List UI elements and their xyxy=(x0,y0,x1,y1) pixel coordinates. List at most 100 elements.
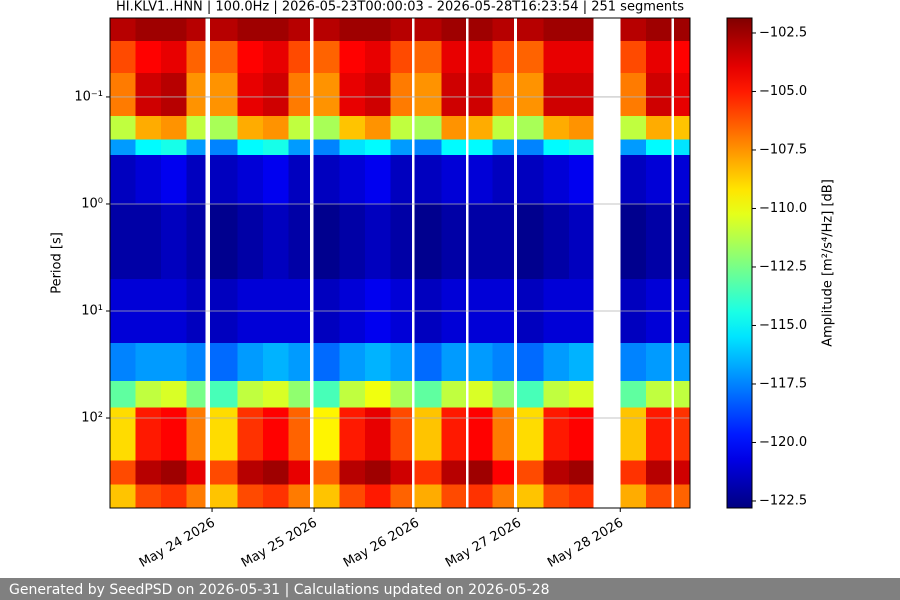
heatmap-cell xyxy=(288,139,310,156)
heatmap-cell xyxy=(543,40,570,74)
heatmap-cell xyxy=(110,18,136,41)
heatmap-cell xyxy=(110,484,136,508)
heatmap-cell xyxy=(110,460,136,485)
heatmap-cell xyxy=(186,40,206,74)
heatmap-cell xyxy=(468,343,493,381)
heatmap-cell xyxy=(339,407,366,461)
heatmap-cell xyxy=(645,203,672,279)
heatmap-cell xyxy=(313,460,340,485)
heatmap-cell xyxy=(237,343,264,381)
heatmap-cell xyxy=(569,343,594,381)
heatmap-cell xyxy=(186,407,206,461)
heatmap-cell xyxy=(390,343,412,381)
heatmap-cell xyxy=(414,40,442,74)
heatmap-cell xyxy=(468,40,493,74)
heatmap-cell xyxy=(365,203,391,279)
heatmap-cell xyxy=(161,407,187,461)
heatmap-cell xyxy=(543,343,570,381)
colorbar-tick-label: −102.5 xyxy=(759,25,807,40)
heatmap-cell xyxy=(339,155,366,204)
heatmap-cell xyxy=(645,139,672,156)
y-axis-label: Period [s] xyxy=(50,232,65,294)
heatmap-cell xyxy=(365,380,391,408)
heatmap-cell xyxy=(674,407,690,461)
heatmap-cell xyxy=(263,155,289,204)
heatmap-cell xyxy=(237,484,264,508)
heatmap-cell xyxy=(620,484,646,508)
heatmap-cell xyxy=(161,380,187,408)
heatmap-cell xyxy=(569,484,594,508)
heatmap-cell xyxy=(288,484,310,508)
heatmap-cell xyxy=(186,73,206,116)
heatmap-cell xyxy=(543,484,570,508)
heatmap-cell xyxy=(263,203,289,279)
heatmap-cell xyxy=(492,115,514,140)
heatmap-cell xyxy=(620,139,646,156)
heatmap-cell xyxy=(263,40,289,74)
heatmap-cell xyxy=(161,18,187,41)
heatmap-cell xyxy=(135,380,162,408)
heatmap-cell xyxy=(390,73,412,116)
heatmap-cell xyxy=(110,115,136,140)
heatmap-cell xyxy=(441,18,466,41)
heatmap-cell xyxy=(161,484,187,508)
heatmap-cell xyxy=(288,343,310,381)
heatmap-cell xyxy=(543,139,570,156)
heatmap-cell xyxy=(365,460,391,485)
heatmap-cell xyxy=(186,203,206,279)
heatmap-cell xyxy=(135,18,162,41)
heatmap-cell xyxy=(468,484,493,508)
heatmap-cell xyxy=(339,484,366,508)
heatmap-cell xyxy=(645,460,672,485)
heatmap-cell xyxy=(492,343,514,381)
heatmap-cell xyxy=(263,73,289,116)
heatmap-cell xyxy=(313,40,340,74)
heatmap-cell xyxy=(263,484,289,508)
heatmap-cell xyxy=(339,18,366,41)
chart-title: HI.KLV1..HNN | 100.0Hz | 2026-05-23T00:0… xyxy=(116,0,684,15)
heatmap-cell xyxy=(365,115,391,140)
heatmap-cell xyxy=(441,343,466,381)
heatmap-cell xyxy=(543,380,570,408)
heatmap-cell xyxy=(468,18,493,41)
heatmap-cell xyxy=(645,407,672,461)
heatmap-cell xyxy=(135,139,162,156)
colorbar-tick-label: −122.5 xyxy=(759,493,807,508)
heatmap-cell xyxy=(135,115,162,140)
heatmap-cell xyxy=(468,115,493,140)
heatmap-cell xyxy=(313,203,340,279)
heatmap-cell xyxy=(186,460,206,485)
heatmap-cell xyxy=(569,407,594,461)
heatmap-cell xyxy=(161,460,187,485)
heatmap-cell xyxy=(135,73,162,116)
heatmap-cell xyxy=(110,155,136,204)
heatmap-cell xyxy=(620,155,646,204)
heatmap-cell xyxy=(339,343,366,381)
heatmap-cell xyxy=(414,203,442,279)
heatmap-cell xyxy=(390,407,412,461)
heatmap-cell xyxy=(313,484,340,508)
heatmap-cell xyxy=(569,73,594,116)
y-tick-label: 10¹ xyxy=(81,303,103,318)
heatmap-cell xyxy=(492,203,514,279)
heatmap-cell xyxy=(414,73,442,116)
heatmap-cell xyxy=(161,73,187,116)
heatmap-cell xyxy=(209,484,238,508)
heatmap-cell xyxy=(339,139,366,156)
heatmap-cell xyxy=(414,484,442,508)
heatmap-cell xyxy=(516,155,544,204)
heatmap-cell xyxy=(492,18,514,41)
heatmap-cell xyxy=(365,343,391,381)
heatmap-cell xyxy=(468,460,493,485)
heatmap-cell xyxy=(288,18,310,41)
heatmap-cell xyxy=(186,115,206,140)
heatmap-cell xyxy=(516,139,544,156)
heatmap-cell xyxy=(516,40,544,74)
heatmap-cell xyxy=(468,407,493,461)
heatmap-cell xyxy=(414,380,442,408)
heatmap-cell xyxy=(209,115,238,140)
heatmap-cell xyxy=(288,407,310,461)
heatmap-cell xyxy=(209,139,238,156)
heatmap-cell xyxy=(110,407,136,461)
